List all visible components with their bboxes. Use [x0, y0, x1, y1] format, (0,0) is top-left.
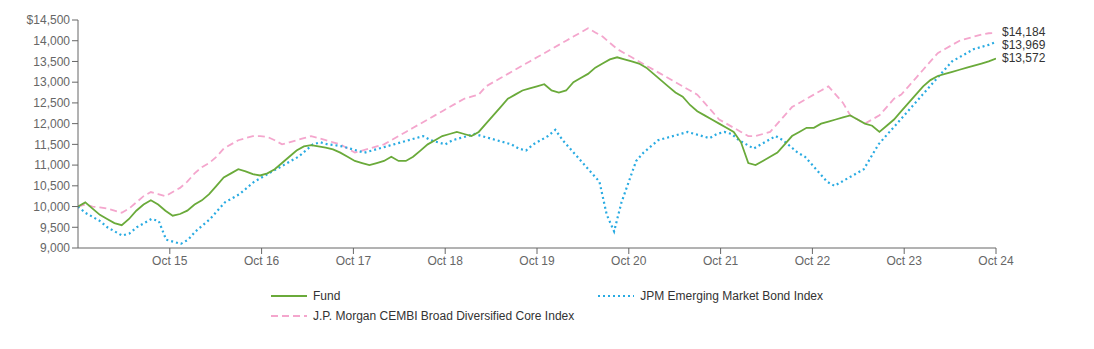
- svg-text:Oct 15: Oct 15: [152, 254, 188, 268]
- svg-text:$14,500: $14,500: [27, 13, 71, 27]
- svg-text:Oct 24: Oct 24: [978, 254, 1014, 268]
- svg-text:10,500: 10,500: [33, 179, 70, 193]
- svg-text:Oct 19: Oct 19: [519, 254, 555, 268]
- svg-text:12,500: 12,500: [33, 96, 70, 110]
- svg-text:13,000: 13,000: [33, 75, 70, 89]
- svg-text:10,000: 10,000: [33, 200, 70, 214]
- html-text:J.P. Morgan CEMBI Broad Divers: J.P. Morgan CEMBI Broad Diversified Core…: [313, 309, 575, 323]
- svg-text:Oct 22: Oct 22: [795, 254, 831, 268]
- svg-text:$13,969: $13,969: [1002, 38, 1046, 52]
- html-text:Fund: Fund: [313, 289, 341, 303]
- svg-text:Oct 17: Oct 17: [336, 254, 372, 268]
- svg-text:Oct 21: Oct 21: [703, 254, 739, 268]
- svg-text:Oct 20: Oct 20: [611, 254, 647, 268]
- svg-text:11,000: 11,000: [34, 158, 70, 172]
- svg-text:9,000: 9,000: [40, 241, 70, 255]
- svg-text:14,000: 14,000: [33, 34, 70, 48]
- svg-text:$14,184: $14,184: [1002, 25, 1046, 39]
- svg-text:13,500: 13,500: [33, 55, 70, 69]
- svg-text:11,500: 11,500: [34, 138, 70, 152]
- svg-text:12,000: 12,000: [33, 117, 70, 131]
- svg-text:Oct 23: Oct 23: [887, 254, 923, 268]
- svg-text:$13,572: $13,572: [1002, 51, 1046, 65]
- svg-text:Oct 16: Oct 16: [244, 254, 280, 268]
- svg-text:9,500: 9,500: [40, 221, 70, 235]
- html-text:JPM Emerging Market Bond Index: JPM Emerging Market Bond Index: [640, 289, 823, 303]
- svg-text:Oct 18: Oct 18: [428, 254, 464, 268]
